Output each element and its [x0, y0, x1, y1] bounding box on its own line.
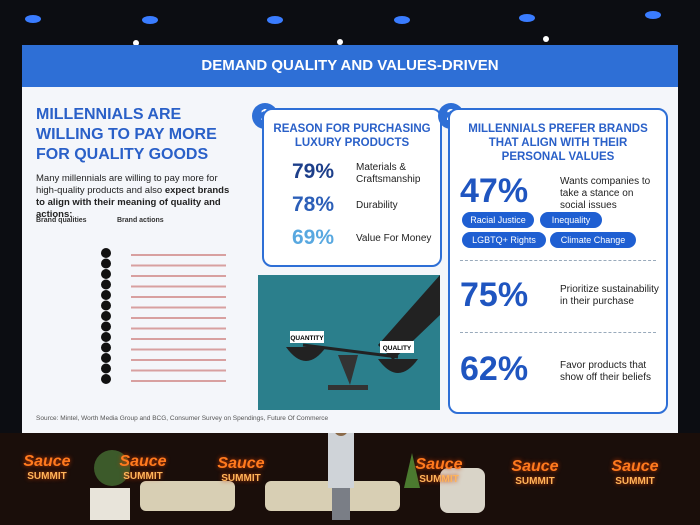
logo-brand: Sauce [611, 458, 659, 475]
box1: REASON FOR PURCHASING LUXURY PRODUCTS 79… [262, 108, 442, 267]
stage-logo: Sauce SUMMIT [404, 456, 474, 485]
left-heading: MILLENNIALS ARE WILLING TO PAY MORE FOR … [36, 106, 217, 163]
stage-logo: Sauce SUMMIT [12, 453, 82, 482]
intro: Many millennials are willing to pay more… [36, 173, 236, 221]
stat-label: Materials & Craftsmanship [356, 162, 421, 185]
logo-event: SUMMIT [27, 471, 67, 482]
slide: DEMAND QUALITY AND VALUES-DRIVEN MILLENN… [22, 45, 678, 433]
logo-event: SUMMIT [123, 471, 163, 482]
intro-bold: expect brands to align with their meanin… [36, 185, 230, 220]
stat-label: Wants companies to take a stance on soci… [560, 176, 651, 211]
logo-brand: Sauce [415, 456, 463, 473]
row-dot [101, 258, 111, 269]
logo-brand: Sauce [511, 458, 559, 475]
tag: Racial Justice [462, 212, 534, 228]
row-dot [101, 279, 111, 290]
stat-label: Durability [356, 200, 398, 211]
logo-event: SUMMIT [615, 476, 655, 487]
stage-logo: Sauce SUMMIT [500, 458, 570, 487]
row-dot [101, 363, 111, 374]
stat: 47% [460, 172, 529, 210]
stat: 69% [292, 226, 335, 249]
chart-header: Brand actions [117, 217, 164, 224]
divider [460, 332, 656, 333]
stat-label: Value For Money [356, 233, 432, 244]
slide-title: DEMAND QUALITY AND VALUES-DRIVEN [22, 45, 678, 87]
logo-event: SUMMIT [419, 474, 459, 485]
box-heading: MILLENNIALS PREFER BRANDS THAT ALIGN WIT… [468, 123, 648, 163]
divider [460, 260, 656, 261]
mini-chart [101, 248, 226, 384]
row-dot [101, 353, 111, 363]
intro-text: Many millennials are willing to pay more… [36, 173, 218, 196]
row-dot [101, 269, 111, 279]
logo-brand: Sauce [119, 453, 167, 470]
source: Source: Mintel, Worth Media Group and BC… [36, 415, 329, 422]
box2: MILLENNIALS PREFER BRANDS THAT ALIGN WIT… [448, 108, 668, 414]
stat-label: Prioritize sustainability in their purch… [560, 284, 659, 307]
logo-event: SUMMIT [515, 476, 555, 487]
illustration-label: QUALITY [383, 345, 412, 352]
ceiling [25, 11, 661, 45]
stage-logo: Sauce SUMMIT [600, 458, 670, 487]
stat: 75% [460, 276, 529, 314]
row-dot [101, 342, 111, 353]
row-dot [101, 290, 111, 300]
stage-logo: Sauce SUMMIT [108, 453, 178, 482]
box-heading: REASON FOR PURCHASING LUXURY PRODUCTS [273, 123, 431, 149]
tag: Inequality [540, 212, 602, 228]
illustration: QUANTITY QUALITY [258, 275, 440, 410]
stage-logo: Sauce SUMMIT [206, 455, 276, 484]
stage [0, 433, 700, 525]
row-dot [101, 248, 111, 258]
row-dot [101, 311, 111, 321]
row-dot [101, 374, 111, 384]
stat-label: Favor products that show off their belie… [560, 360, 651, 383]
stat: 62% [460, 350, 529, 388]
tag: LGBTQ+ Rights [462, 232, 546, 248]
row-dot [101, 321, 111, 332]
logo-brand: Sauce [23, 453, 71, 470]
tag: Climate Change [550, 232, 636, 248]
logo-event: SUMMIT [221, 473, 261, 484]
chart-header: Brand qualities [36, 217, 87, 224]
logo-brand: Sauce [217, 455, 265, 472]
row-dot [101, 332, 111, 342]
illustration-label: QUANTITY [290, 335, 324, 342]
stat: 79% [292, 160, 335, 183]
row-dot [101, 300, 111, 311]
stat: 78% [292, 193, 335, 216]
